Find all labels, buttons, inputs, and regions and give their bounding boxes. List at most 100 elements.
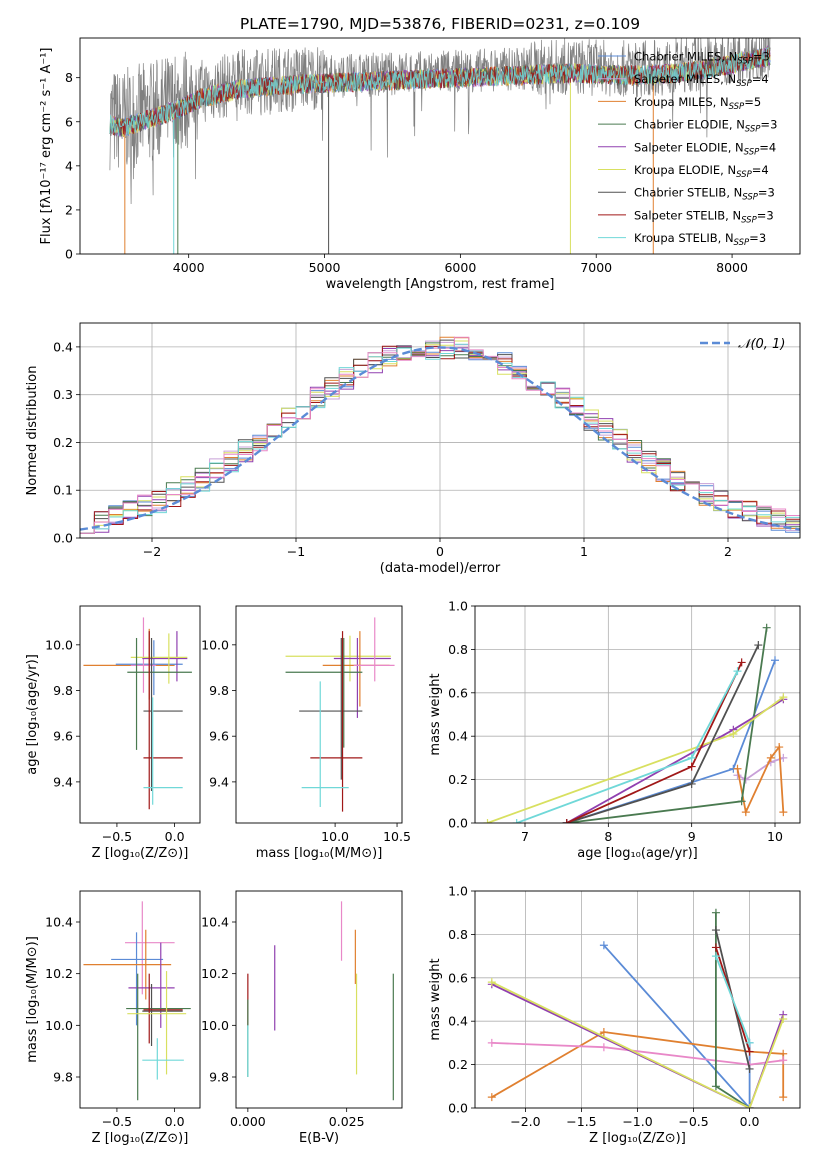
x-tick-label: 7000 (580, 260, 612, 275)
data-marker (779, 808, 788, 817)
residual-histogram (80, 336, 800, 534)
x-axis-label: Z [log₁₀(Z/Z⊙)] (92, 846, 189, 861)
legend-name: Chabrier ELODIE (634, 118, 729, 132)
data-marker (599, 1043, 608, 1052)
data-marker (729, 730, 738, 739)
y-tick-label: 0.4 (448, 1014, 468, 1029)
series-line (491, 983, 785, 1108)
legend-nssp: 3 (768, 186, 775, 200)
legend-nssp: 5 (754, 95, 761, 109)
y-tick-label: 9.8 (53, 683, 73, 698)
plot-area (483, 623, 788, 823)
axes-frame (79, 890, 201, 1109)
y-axis-label: age [log₁₀(age/yr)] (25, 654, 40, 775)
y-tick-label: 1.0 (448, 599, 468, 614)
data-point (143, 973, 183, 1044)
legend-sep: , (713, 95, 720, 109)
legend-nsub: SSP (729, 102, 745, 112)
x-tick-label: 6000 (444, 260, 476, 275)
axes-frame (235, 605, 403, 824)
figure-title: PLATE=1790, MJD=53876, FIBERID=0231, z=0… (240, 15, 640, 33)
plot-area (285, 617, 395, 812)
data-marker (687, 779, 696, 788)
data-point (143, 631, 183, 810)
data-point (83, 929, 172, 1000)
axes-frame (235, 890, 403, 1109)
data-marker (737, 797, 746, 806)
data-marker (745, 1064, 754, 1073)
series-line (737, 757, 784, 781)
y-axis-label: Normed distribution (25, 366, 40, 496)
x-axis-label: wavelength [Angstrom, rest frame] (326, 277, 555, 292)
y-tick-label: 9.4 (53, 774, 73, 789)
plot-area (247, 901, 394, 1101)
y-tick-label: 0.0 (448, 816, 468, 831)
legend-sep: , (721, 50, 728, 64)
legend-nssp: 4 (769, 140, 776, 154)
y-tick-label: 0.3 (53, 387, 73, 402)
data-point (285, 637, 363, 748)
legend-entry: Kroupa MILES, NSSP=5 (634, 95, 761, 112)
x-tick-label: 2 (724, 544, 732, 559)
chart-spectrum: 4000 5000 6000 7000 8000 0 2 4 6 8 wavelength [Ang… (39, 37, 801, 292)
data-point (130, 617, 157, 693)
legend-entry: Chabrier ELODIE, NSSP=3 (634, 118, 777, 135)
data-marker (779, 1056, 788, 1065)
legend-entry: Salpeter MILES, NSSP=4 (634, 72, 769, 89)
y-tick-label: 0.8 (448, 927, 468, 942)
legend-nssp: 3 (766, 208, 773, 222)
y-tick-label: 9.4 (209, 774, 229, 789)
y-tick-label: 0.0 (53, 531, 73, 546)
legend-entry: Kroupa STELIB, NSSP=3 (634, 231, 766, 248)
data-point (299, 637, 363, 780)
y-tick-label: 0.6 (448, 970, 468, 985)
normal-curve (80, 346, 800, 531)
y-tick-label: 0.4 (448, 729, 468, 744)
data-point (127, 971, 187, 1075)
y-tick-label: 10.0 (45, 637, 73, 652)
legend-n: N (734, 186, 743, 200)
legend-n: N (725, 231, 734, 245)
data-marker (711, 926, 720, 935)
y-tick-label: 10.0 (201, 637, 229, 652)
y-tick-label: 10.2 (201, 966, 229, 981)
series-line (715, 912, 751, 1108)
chart-age_vs_Z: −0.5 0.0 9.4 9.6 9.8 10.0 Z [log₁₀(Z/Z⊙)] age [… (25, 605, 201, 861)
legend-entry: Chabrier MILES, NSSP=3 (634, 50, 770, 67)
plot-area (83, 901, 191, 1101)
legend-eq: = (752, 163, 762, 177)
data-marker (733, 667, 742, 676)
data-point (111, 932, 164, 1026)
x-axis-label: mass [log₁₀(M/M⊙)] (256, 846, 383, 861)
y-tick-label: 0.1 (53, 483, 73, 498)
y-tick-label: 0.2 (448, 772, 468, 787)
x-axis-label: Z [log₁₀(Z/Z⊙)] (92, 1131, 189, 1146)
legend-n: N (729, 50, 738, 64)
y-tick-label: 0.0 (448, 1101, 468, 1116)
x-tick-label: −0.5 (102, 829, 132, 844)
data-marker (711, 952, 720, 961)
data-point (353, 617, 395, 682)
data-marker (762, 623, 771, 632)
data-point (130, 633, 188, 684)
data-marker (733, 764, 742, 773)
plot-area (487, 908, 788, 1108)
x-tick-label: 0 (436, 544, 444, 559)
x-tick-label: 0.025 (329, 1114, 365, 1129)
y-axis-label: mass weight (428, 673, 443, 755)
legend-n: N (735, 140, 744, 154)
x-tick-label: 7 (521, 829, 529, 844)
y-tick-label: 10.0 (45, 1018, 73, 1033)
legend-sep: , (718, 231, 725, 245)
y-axis-label: mass [log₁₀(M/M⊙)] (25, 936, 40, 1063)
data-marker (766, 753, 775, 762)
data-marker (487, 1093, 496, 1102)
x-tick-label: −0.5 (102, 1114, 132, 1129)
legend-nsub: SSP (734, 238, 750, 248)
series-line (715, 955, 751, 1044)
legend-entry: Chabrier STELIB, NSSP=3 (634, 186, 775, 203)
series-line (603, 944, 751, 1108)
legend-nssp: 3 (770, 118, 777, 132)
legend-n: N (727, 163, 736, 177)
legend-eq: = (749, 231, 759, 245)
